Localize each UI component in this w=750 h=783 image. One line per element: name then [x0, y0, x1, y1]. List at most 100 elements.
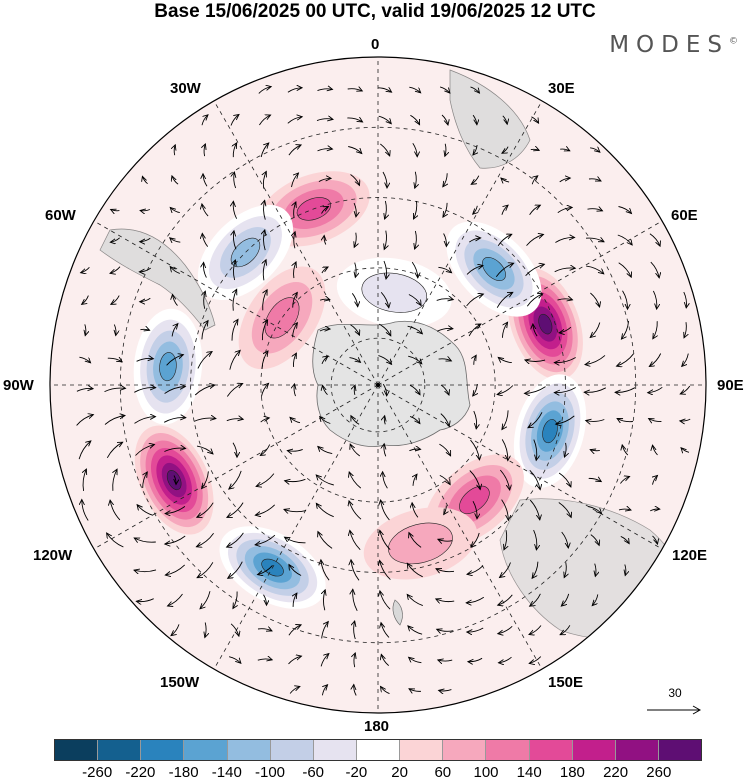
wind-vector-arrow — [618, 509, 631, 510]
wind-vector-arrow — [408, 294, 421, 306]
wind-vector-arrow — [378, 355, 391, 365]
label-lon-150w: 150W — [160, 674, 200, 691]
wind-vector-arrow — [137, 505, 154, 516]
wind-vector-arrow — [233, 143, 236, 158]
wind-vector-arrow — [410, 114, 419, 124]
wind-vector-arrow — [287, 449, 303, 451]
label-lon-120w: 120W — [33, 547, 73, 564]
colorbar-swatch — [400, 740, 444, 760]
wind-vector-arrow — [531, 176, 538, 185]
wind-vector-arrow — [414, 200, 417, 219]
wind-vector-arrow — [171, 624, 180, 635]
reference-vector: 30 — [647, 684, 703, 720]
meridian-line — [377, 220, 663, 386]
wind-vector-arrow — [104, 388, 126, 393]
wind-vector-arrow — [197, 502, 214, 518]
wind-vector-arrow — [81, 266, 90, 272]
colorbar-swatch — [270, 740, 314, 760]
wind-vector-arrow — [168, 593, 183, 606]
wind-vector-arrow — [680, 385, 691, 394]
wind-vector-arrow — [439, 443, 450, 456]
wind-vector-arrow — [261, 320, 267, 341]
wind-vector-arrow — [409, 657, 422, 664]
map-border — [49, 56, 707, 714]
wind-vector-arrow — [134, 417, 156, 424]
wind-vector-arrow — [473, 383, 478, 396]
wind-vector-arrow — [381, 623, 390, 638]
wind-vector-arrow — [78, 441, 91, 460]
wind-vector-arrow — [107, 358, 122, 362]
wind-vector-arrow — [411, 261, 418, 278]
wind-vector-arrow — [289, 687, 300, 694]
wind-vector-arrow — [382, 171, 387, 188]
wind-vector-arrow — [229, 470, 242, 489]
copyright-mark: © — [729, 36, 738, 47]
wind-vector-arrow — [530, 593, 541, 606]
wind-vector-arrow — [321, 560, 330, 581]
wind-vector-arrow — [227, 532, 244, 547]
wind-vector-arrow — [415, 230, 417, 249]
colorbar-ticks: -260 -220 -180 -140 -100 -60 -20 20 60 100 140 180 2… — [0, 764, 750, 783]
wind-vector-arrow — [532, 561, 539, 579]
wind-vector-arrow — [110, 266, 121, 274]
wind-vector-arrow — [585, 355, 606, 364]
wind-vector-arrow — [407, 563, 423, 578]
wind-vector-arrow — [316, 475, 334, 486]
wind-vector-arrow — [255, 504, 276, 515]
wind-vector-arrow — [438, 539, 453, 541]
wind-vector-arrow — [202, 471, 209, 488]
wind-vector-arrow — [496, 292, 513, 308]
wind-vector-arrow — [354, 385, 355, 396]
latitude-circle — [260, 267, 496, 503]
wind-vector-arrow — [172, 176, 179, 185]
wind-vector-arrow — [350, 444, 361, 457]
wind-vector-arrow — [622, 445, 629, 456]
wind-vector-arrow — [501, 499, 509, 521]
wind-vector-arrow — [409, 449, 420, 451]
wind-vector-arrow — [202, 233, 209, 247]
wind-vector-arrow — [135, 445, 155, 456]
wind-vector-arrow — [261, 351, 268, 370]
wind-vector-arrow — [469, 238, 480, 243]
colorbar-swatch — [486, 740, 530, 760]
wind-vector-arrow — [558, 502, 571, 518]
wind-vector-arrow — [529, 625, 542, 635]
wind-vector-arrow — [258, 87, 271, 94]
wind-vector-arrow — [110, 237, 121, 242]
wind-vector-arrow — [588, 478, 602, 481]
colorbar-swatch — [141, 740, 185, 760]
wind-vector-arrow — [284, 509, 307, 511]
colorbar-swatch — [615, 740, 659, 760]
colorbar-tick-label: -180 — [168, 764, 199, 781]
wind-vector-arrow — [498, 594, 513, 605]
wind-vector-arrow — [318, 178, 331, 182]
wind-vector-arrow — [288, 145, 301, 156]
wind-vector-arrow — [585, 238, 604, 242]
wind-vector-arrow — [354, 621, 356, 640]
wind-vector-arrow — [227, 502, 244, 518]
colorbar-tick-label: -220 — [125, 764, 156, 781]
colorbar — [54, 739, 702, 761]
wind-vector-arrow — [467, 565, 484, 575]
wind-vector-arrow — [558, 472, 571, 487]
wind-vector-arrow — [473, 144, 477, 155]
colorbar-swatch — [572, 740, 616, 760]
wind-vector-arrow — [498, 357, 512, 364]
wind-vector-arrow — [139, 267, 151, 272]
colorbar-swatch — [184, 740, 228, 760]
wind-vector-arrow — [380, 291, 389, 307]
wind-vector-arrow — [255, 534, 276, 545]
wind-vector-arrow — [557, 299, 573, 300]
wind-vector-arrow — [233, 260, 235, 281]
wind-vector-arrow — [408, 626, 423, 635]
wind-vector-arrow — [165, 506, 186, 513]
wind-vector-arrow — [652, 290, 656, 309]
wind-vector-arrow — [380, 530, 391, 551]
wind-vector-arrow — [525, 360, 546, 362]
wind-vector-arrow — [134, 538, 156, 542]
anomaly-contour — [159, 352, 177, 382]
wind-vector-arrow — [471, 532, 480, 547]
wind-vector-arrow — [564, 562, 566, 577]
wind-vector-arrow — [164, 448, 185, 452]
wind-vector-arrow — [83, 469, 86, 491]
